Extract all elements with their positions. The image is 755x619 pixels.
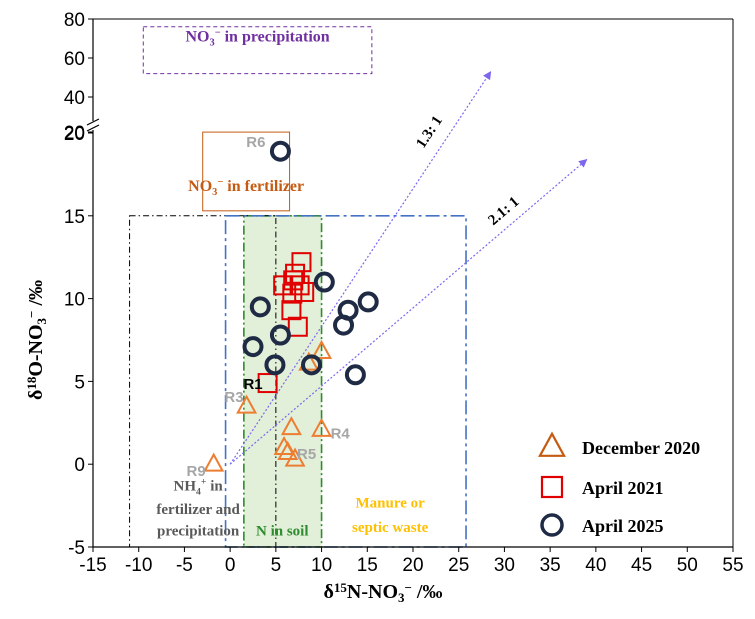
x-tick-label: -5 <box>176 555 193 576</box>
x-tick-label: 40 <box>585 555 606 576</box>
x-tick-label: 30 <box>494 555 515 576</box>
point-circle-4 <box>242 336 264 358</box>
point-square-1 <box>257 373 278 394</box>
legend-marker-1 <box>538 431 566 457</box>
legend-label-2: April 2021 <box>582 478 664 498</box>
x-tick-label: 20 <box>402 555 423 576</box>
y-tick-label: 15 <box>64 207 85 228</box>
point-circle-7 <box>313 271 335 293</box>
source-region-labels: NO3− in precipitation NO3− in fertilizer N… <box>156 27 428 539</box>
label-n-in-soil: N in soil <box>256 523 309 539</box>
region-fertilizer <box>202 131 291 212</box>
label-precipitation: NO3− in precipitation <box>185 27 329 48</box>
x-tick-label: 55 <box>722 555 743 576</box>
y-tick-label-upper: 80 <box>64 10 85 31</box>
region-precipitation <box>142 26 373 75</box>
point-square-9 <box>281 300 302 321</box>
legend-label-3: April 2025 <box>582 516 664 536</box>
x-tick-label: -10 <box>125 555 152 576</box>
y-tick-label: -5 <box>68 538 85 559</box>
ratio-line-1 <box>229 70 492 465</box>
point-square-7 <box>294 281 315 302</box>
x-tick-label: 15 <box>357 555 378 576</box>
point-circle-3 <box>269 324 291 346</box>
label-manure-line1: Manure or <box>355 495 425 511</box>
point-triangle-5 <box>280 416 302 436</box>
legend-label-1: December 2020 <box>582 438 700 458</box>
source-regions <box>129 26 467 548</box>
ratio-label-2: 2.1: 1 <box>485 194 522 229</box>
point-circle-9 <box>357 291 379 313</box>
point-triangle-7 <box>277 440 299 461</box>
legend-marker-2 <box>540 475 564 499</box>
x-tick-label: -15 <box>79 555 106 576</box>
y-tick-label-upper: 40 <box>64 88 85 109</box>
region-manure-septic-waste <box>224 215 467 548</box>
point-square-10 <box>287 316 308 337</box>
legend: December 2020 April 2021 April 2025 <box>538 431 700 537</box>
point-circle-6 <box>301 354 323 376</box>
x-tick-label: 35 <box>540 555 561 576</box>
point-label-r4: R4 <box>331 425 351 442</box>
label-nh4-line2: fertilizer and <box>156 502 240 518</box>
x-axis-title: δ15N-NO3− /‰ <box>324 580 443 605</box>
x-tick-label: 45 <box>631 555 652 576</box>
y-tick-label-upper: 20 <box>64 123 85 144</box>
data-points <box>203 140 379 472</box>
point-square-8 <box>282 283 303 304</box>
point-label-r9: R9 <box>186 463 205 480</box>
y-tick-label-upper: 60 <box>64 49 85 70</box>
label-fertilizer: NO3− in fertilizer <box>188 177 304 198</box>
ratio-label-1: 1.3: 1 <box>413 113 446 151</box>
x-tick-label: 25 <box>448 555 469 576</box>
point-triangle-2 <box>236 394 258 414</box>
legend-marker-3 <box>540 513 564 537</box>
point-label-r1: R1 <box>243 376 262 393</box>
axis-break-mark-1 <box>86 118 100 126</box>
point-triangle-4 <box>311 417 333 437</box>
y-axis-title: δ18O-NO3− /‰ <box>24 280 49 400</box>
point-circle-5 <box>264 354 286 376</box>
y-tick-label: 5 <box>74 372 85 393</box>
x-tick-label: 50 <box>677 555 698 576</box>
point-square-4 <box>283 270 304 291</box>
point-label-r6: R6 <box>246 134 265 151</box>
point-circle-1 <box>269 140 291 162</box>
point-circle-10 <box>333 314 355 336</box>
axis-break-mark-2 <box>86 124 100 132</box>
y-tick-label: 10 <box>64 290 85 311</box>
point-circle-2 <box>249 296 271 318</box>
y-tick-label: 0 <box>74 455 85 476</box>
y-tick-label: 20 <box>64 124 85 145</box>
x-tick-label: 5 <box>271 555 282 576</box>
x-tick-label: 0 <box>225 555 236 576</box>
point-circle-11 <box>344 364 366 386</box>
label-nh4-line1: NH4+ in <box>174 477 224 498</box>
point-label-r3: R3 <box>224 389 243 406</box>
x-tick-label: 10 <box>311 555 332 576</box>
point-triangle-3 <box>311 339 333 359</box>
label-manure-line2: septic waste <box>352 520 429 536</box>
point-triangle-1 <box>203 452 225 472</box>
point-label-r5: R5 <box>297 446 316 463</box>
axes: -15 -10 -5 0 5 10 15 20 25 30 35 40 45 50 55 -5 0 5 10 15 20… <box>24 10 744 605</box>
label-nh4-line3: precipitation <box>157 523 240 539</box>
point-triangle-8 <box>284 447 306 467</box>
